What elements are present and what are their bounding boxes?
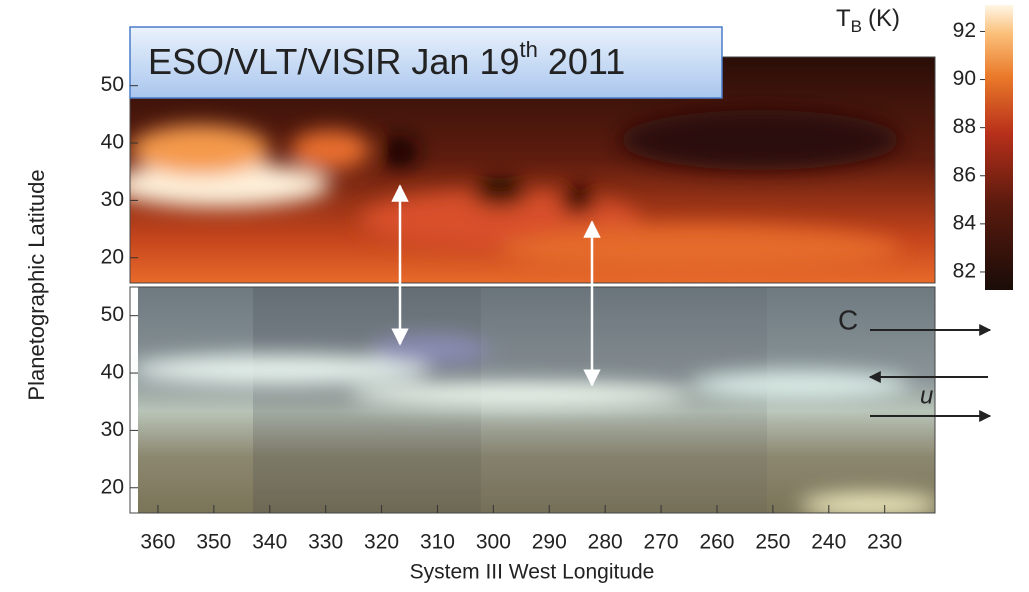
x-tick-label: 310 [420, 531, 455, 554]
colorbar-tick-label: 92 [953, 19, 976, 42]
x-tick-label: 260 [699, 531, 734, 554]
y-tick-label: 40 [101, 131, 124, 154]
x-tick-label: 360 [140, 531, 175, 554]
x-tick-label: 350 [196, 531, 231, 554]
x-tick-label: 300 [476, 531, 511, 554]
y-tick-label: 40 [101, 361, 124, 384]
colorbar-tick-label: 82 [953, 260, 976, 283]
x-tick-label: 330 [308, 531, 343, 554]
x-tick-label: 270 [644, 531, 679, 554]
y-tick-label: 30 [101, 418, 124, 441]
x-tick-label: 250 [755, 531, 790, 554]
wind-label: u [920, 382, 933, 409]
colorbar [985, 5, 1013, 290]
x-tick-label: 230 [867, 531, 902, 554]
colorbar-tick-label: 84 [953, 211, 977, 234]
x-tick-label: 320 [364, 531, 399, 554]
colorbar-tick-label: 86 [953, 163, 976, 186]
y-tick-label: 50 [101, 303, 124, 326]
x-axis-label: System III West Longitude [410, 561, 655, 584]
panel-label: C [838, 304, 858, 335]
y-tick-label: 50 [101, 73, 124, 96]
colorbar-tick-label: 90 [953, 67, 976, 90]
x-tick-label: 290 [532, 531, 567, 554]
y-tick-label: 20 [101, 245, 124, 268]
y-tick-label: 20 [101, 475, 124, 498]
y-axis-label: Planetographic Latitude [24, 169, 49, 400]
colorbar-tick-label: 88 [953, 115, 976, 138]
y-tick-label: 30 [101, 188, 124, 211]
colorbar-label: TB(K) [836, 5, 900, 36]
x-tick-label: 340 [252, 531, 287, 554]
x-tick-label: 240 [811, 531, 846, 554]
x-tick-label: 280 [588, 531, 623, 554]
visible-map [130, 287, 940, 517]
figure: C u TB(K) Planetographic Latitude System… [0, 0, 1029, 587]
